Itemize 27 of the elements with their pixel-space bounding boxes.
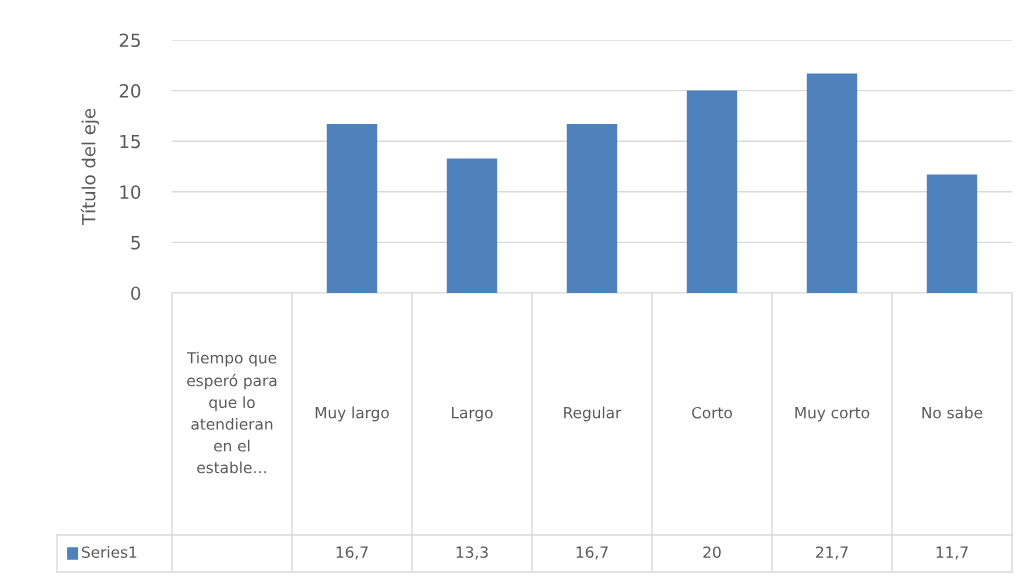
y-tick-label: 15 bbox=[120, 134, 140, 149]
x-tick-label: Regular bbox=[564, 406, 622, 422]
data-label: 11,7 bbox=[936, 546, 968, 560]
x-tick-label: Muy corto bbox=[795, 407, 870, 422]
data-label: 16,7 bbox=[336, 546, 368, 560]
bar bbox=[446, 158, 498, 293]
bar bbox=[686, 90, 738, 293]
y-axis-title: Título del eje bbox=[80, 109, 100, 226]
y-tick-label: 0 bbox=[131, 286, 141, 301]
data-label: 13,3 bbox=[456, 546, 488, 560]
x-tick-label: Muy largo bbox=[315, 406, 389, 422]
data-label: 16,7 bbox=[576, 546, 608, 560]
y-tick-label: 10 bbox=[120, 185, 141, 199]
y-tick-label: 5 bbox=[131, 236, 140, 250]
bar bbox=[926, 174, 978, 293]
x-tick-label: No sabe bbox=[922, 406, 983, 419]
legend-label: Series1 bbox=[82, 546, 137, 558]
y-tick-label: 25 bbox=[119, 33, 140, 48]
x-tick-label: Corto bbox=[692, 406, 732, 419]
y-tick-label: 20 bbox=[119, 84, 141, 98]
bar bbox=[326, 124, 378, 293]
x-tick-label: Largo bbox=[452, 407, 493, 422]
bar bbox=[806, 73, 858, 293]
data-label: 21,7 bbox=[816, 546, 848, 560]
x-tick-label: Tiempo que esperó para que lo atendieran en el estable… bbox=[186, 351, 277, 474]
bar bbox=[566, 124, 618, 293]
data-label: 20 bbox=[703, 546, 721, 558]
